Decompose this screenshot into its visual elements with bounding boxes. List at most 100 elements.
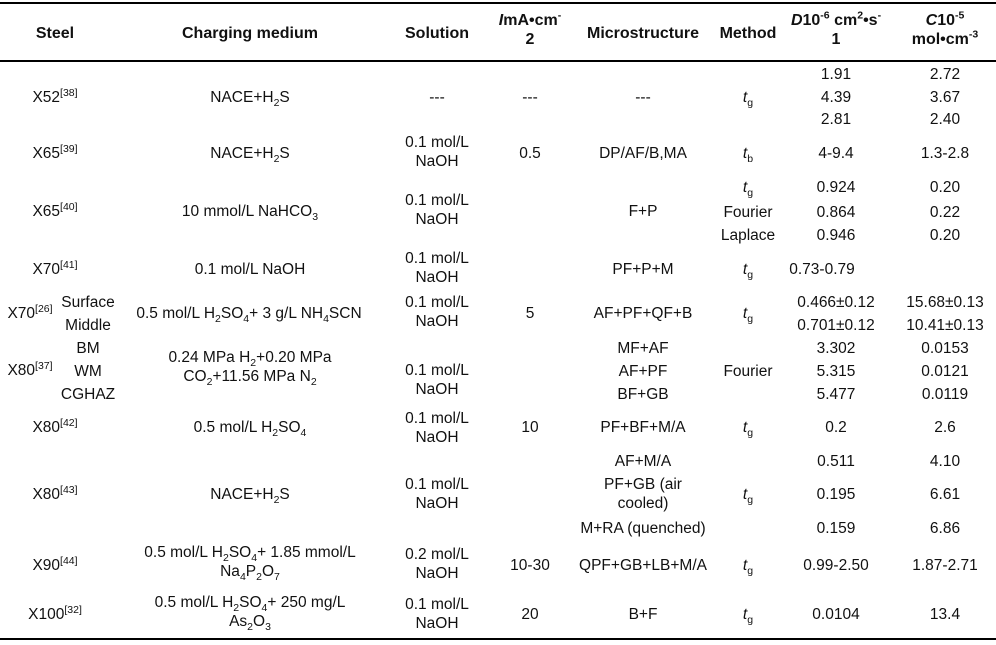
d-row3-c: 0.946 bbox=[816, 227, 856, 244]
header-method: Method bbox=[719, 25, 777, 42]
c-row3-a: 0.20 bbox=[929, 179, 961, 196]
solution-row3: 0.1 mol/L NaOH bbox=[405, 192, 469, 228]
method-row3-a: tg bbox=[742, 179, 754, 200]
current-row2: 0.5 bbox=[519, 145, 541, 162]
d-row4: 0.73-0.79 bbox=[789, 261, 855, 278]
method-row6: Fourier bbox=[723, 363, 773, 380]
medium-row5: 0.5 mol/L H2SO4+ 3 g/L NH4SCN bbox=[136, 305, 362, 326]
method-row3-c: Laplace bbox=[720, 227, 776, 244]
d-row5-a: 0.466±0.12 bbox=[797, 294, 875, 311]
d-row8-a: 0.511 bbox=[817, 453, 855, 470]
current-row5: 5 bbox=[525, 305, 535, 322]
solution-row9: 0.2 mol/L NaOH bbox=[405, 546, 469, 582]
c-row7: 2.6 bbox=[934, 419, 956, 436]
steel-x70-26: X70[26] bbox=[7, 302, 53, 322]
header-steel: Steel bbox=[35, 25, 75, 42]
solution-row10: 0.1 mol/L NaOH bbox=[405, 596, 469, 632]
current-row10: 20 bbox=[521, 606, 539, 623]
method-row4: tg bbox=[742, 261, 754, 282]
micro-row8-c: M+RA (quenched) bbox=[580, 520, 706, 537]
sub-middle: Middle bbox=[65, 317, 111, 334]
steel-x80-37: X80[37] bbox=[7, 359, 53, 379]
d-row8-c: 0.159 bbox=[816, 520, 856, 537]
d-row8-b: 0.195 bbox=[816, 486, 856, 503]
medium-row1: NACE+H2S bbox=[210, 89, 290, 110]
micro-row3: F+P bbox=[628, 203, 658, 220]
solution-row2: 0.1 mol/L NaOH bbox=[405, 134, 469, 170]
c-row3-b: 0.22 bbox=[929, 204, 961, 221]
header-diffusivity: D10-6 cm2•s- 1 bbox=[790, 9, 882, 48]
d-row3-b: 0.864 bbox=[816, 204, 856, 221]
steel-x80-42: X80[42] bbox=[32, 416, 78, 436]
steel-x65-39: X65[39] bbox=[32, 142, 78, 162]
method-row3-b: Fourier bbox=[723, 204, 773, 221]
c-row6-c: 0.0119 bbox=[921, 386, 969, 403]
sub-bm: BM bbox=[76, 340, 100, 357]
steel-x70-41: X70[41] bbox=[32, 258, 78, 278]
c-row8-b: 6.61 bbox=[929, 486, 961, 503]
d-row6-c: 5.477 bbox=[816, 386, 856, 403]
sub-wm: WM bbox=[74, 363, 102, 380]
header-rule bbox=[0, 60, 996, 62]
medium-row2: NACE+H2S bbox=[210, 145, 290, 166]
c-row8-c: 6.86 bbox=[929, 520, 961, 537]
c-row1-b: 3.67 bbox=[929, 89, 961, 106]
medium-row10: 0.5 mol/L H2SO4+ 250 mg/L As2O3 bbox=[154, 594, 346, 634]
micro-row7: PF+BF+M/A bbox=[600, 419, 686, 436]
current-row1: --- bbox=[522, 89, 538, 106]
solution-row4: 0.1 mol/L NaOH bbox=[405, 250, 469, 286]
micro-row8-b: PF+GB (air cooled) bbox=[604, 476, 682, 512]
micro-row6-c: BF+GB bbox=[617, 386, 669, 403]
d-row7: 0.2 bbox=[825, 419, 847, 436]
micro-row8-a: AF+M/A bbox=[614, 453, 672, 470]
d-row3-a: 0.924 bbox=[816, 179, 856, 196]
sub-surface: Surface bbox=[61, 294, 115, 311]
steel-x65-40: X65[40] bbox=[32, 200, 78, 220]
steel-x100-32: X100[32] bbox=[28, 603, 82, 623]
steel-x80-43: X80[43] bbox=[32, 483, 78, 503]
micro-row9: QPF+GB+LB+M/A bbox=[579, 557, 707, 574]
c-row6-a: 0.0153 bbox=[921, 340, 969, 357]
d-row6-a: 3.302 bbox=[816, 340, 856, 357]
c-row9: 1.87-2.71 bbox=[912, 557, 978, 574]
c-row5-b: 10.41±0.13 bbox=[906, 317, 984, 334]
c-row2: 1.3-2.8 bbox=[920, 145, 970, 162]
micro-row6-b: AF+PF bbox=[618, 363, 668, 380]
solution-row6: 0.1 mol/L NaOH bbox=[405, 362, 469, 398]
header-current-density: ImA•cm- 2 bbox=[498, 9, 562, 48]
steel-x90-44: X90[44] bbox=[32, 554, 78, 574]
d-row1-b: 4.39 bbox=[820, 89, 852, 106]
solution-row8: 0.1 mol/L NaOH bbox=[405, 476, 469, 512]
c-row3-c: 0.20 bbox=[929, 227, 961, 244]
method-row10: tg bbox=[742, 606, 754, 627]
c-row1-a: 2.72 bbox=[929, 66, 961, 83]
medium-row3: 10 mmol/L NaHCO3 bbox=[181, 203, 319, 224]
d-row6-b: 5.315 bbox=[816, 363, 856, 380]
medium-row4: 0.1 mol/L NaOH bbox=[194, 261, 306, 278]
solution-row5: 0.1 mol/L NaOH bbox=[405, 294, 469, 330]
sub-cghaz: CGHAZ bbox=[60, 386, 116, 403]
d-row2: 4-9.4 bbox=[818, 145, 854, 162]
d-row1-c: 2.81 bbox=[820, 111, 852, 128]
d-row10: 0.0104 bbox=[812, 606, 860, 623]
c-row10: 13.4 bbox=[929, 606, 961, 623]
method-row9: tg bbox=[742, 557, 754, 578]
method-row1: tg bbox=[742, 89, 754, 110]
header-charging-medium: Charging medium bbox=[181, 25, 318, 42]
micro-row6-a: MF+AF bbox=[617, 340, 669, 357]
micro-row5: AF+PF+QF+B bbox=[593, 305, 693, 322]
micro-row10: B+F bbox=[628, 606, 658, 623]
header-concentration: C10-5 mol•cm-3 bbox=[911, 9, 979, 48]
medium-row7: 0.5 mol/L H2SO4 bbox=[193, 419, 307, 440]
steel-x52: X52[38] bbox=[32, 86, 78, 106]
solution-row1: --- bbox=[429, 89, 445, 106]
top-rule bbox=[0, 2, 996, 4]
medium-row9: 0.5 mol/L H2SO4+ 1.85 mmol/L Na4P2O7 bbox=[144, 544, 356, 584]
d-row5-b: 0.701±0.12 bbox=[797, 317, 875, 334]
method-row8: tg bbox=[742, 486, 754, 507]
header-microstructure: Microstructure bbox=[586, 25, 700, 42]
header-solution: Solution bbox=[405, 25, 469, 42]
solution-row7: 0.1 mol/L NaOH bbox=[405, 410, 469, 446]
c-row6-b: 0.0121 bbox=[921, 363, 969, 380]
method-row5: tg bbox=[742, 305, 754, 326]
